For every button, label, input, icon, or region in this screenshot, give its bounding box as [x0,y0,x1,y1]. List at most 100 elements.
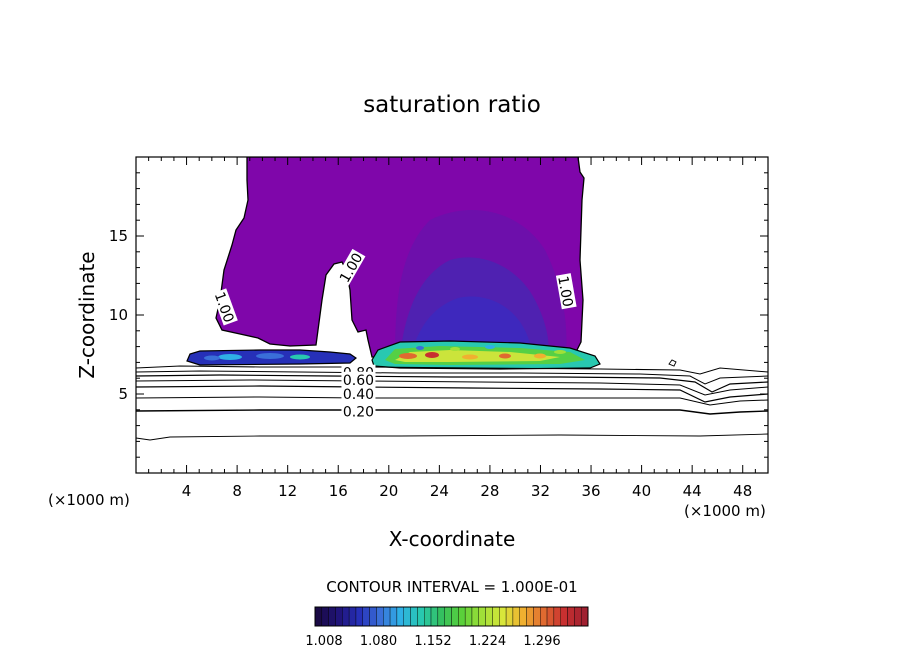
contour-label-text: 0.40 [343,387,374,403]
colorbar-cell [485,606,493,627]
colorbar-cell [478,606,486,627]
x-tick-label: 8 [232,482,242,500]
colorbar-cell [314,606,323,627]
colorbar-cell [492,606,500,627]
left-band-highlight-2 [256,353,284,359]
colorbar [314,606,589,627]
colorbar-tick-label: 1.224 [469,634,506,649]
colorbar-cell [424,606,432,627]
x-tick-label: 40 [632,482,651,500]
colorbar-cell [342,606,350,627]
colorbar-cell [362,606,370,627]
colorbar-tick-label: 1.080 [360,634,397,649]
contour-label-text: 0.60 [343,373,374,389]
colorbar-cell [403,606,411,627]
colorbar-cell [560,606,568,627]
colorbar-cell [553,606,561,627]
contour-label-text: 0.20 [343,404,374,420]
colorbar-cell [410,606,418,627]
colorbar-cell [533,606,541,627]
colorbar-cell [580,606,589,627]
colorbar-cell [464,606,473,627]
subsaturated-contours [136,359,768,441]
colorbar-cell [546,606,555,627]
contour-label-bg [555,273,577,310]
x-tick-label: 12 [278,482,297,500]
colorbar-cell [321,606,329,627]
colorbar-tick-label: 1.152 [414,634,451,649]
colorbar-cell [348,606,357,627]
contour-label: 0.40 [341,386,376,403]
x-tick-label: 48 [733,482,752,500]
colorbar-cell [505,606,514,627]
left-band-highlight-1 [218,354,242,360]
colorbar-cell [458,606,466,627]
x-tick-label: 16 [329,482,348,500]
chart-title: saturation ratio [363,92,541,118]
contour-interval: CONTOUR INTERVAL = 1.000E-01 [326,578,577,596]
contour-line [136,433,768,441]
contour-line [136,396,768,406]
contour-label: 1.00 [554,273,577,310]
contour-wiggle [668,359,677,367]
colorbar-frame [314,606,589,627]
contour-line [136,370,768,385]
contour-label-bg [341,371,376,387]
contour-label: 0.60 [341,371,376,389]
colorbar-cell [335,606,343,627]
x-unit-left: (×1000 m) [48,491,130,509]
colorbar-cell [540,606,548,627]
contour-line [136,409,768,415]
colorbar-cell [499,606,507,627]
x-tick-label: 28 [480,482,499,500]
contour-label-bg [335,248,366,286]
colorbar-cell [376,606,384,627]
y-axis-label: Z-coordinate [75,251,99,378]
x-tick-labels: 4 8 12 16 20 24 28 32 36 40 44 48 [182,482,752,500]
colorbar-cell [369,606,377,627]
y-tick-label: 5 [118,385,128,403]
right-band-hotspots [399,345,566,360]
left-band-highlight-4 [204,355,220,361]
colorbar-cell [574,606,582,627]
contour-line [136,374,768,393]
contour-line [136,379,768,396]
colorbar-cell [389,606,398,627]
colorbar-tick-labels: 1.008 1.080 1.152 1.224 1.296 [305,634,560,649]
contour-line [136,365,768,375]
colorbar-tick-label: 1.296 [523,634,560,649]
contour-label-text: 1.00 [554,275,575,308]
colorbar-cell [444,606,452,627]
y-tick-labels: 5 10 15 [109,227,128,403]
colorbar-cell [512,606,520,627]
colorbar-tick-label: 1.008 [305,634,342,649]
y-tick-label: 10 [109,306,128,324]
colorbar-cell [437,606,445,627]
y-tick-marks [136,172,768,458]
colorbar-cell [471,606,480,627]
x-tick-marks [148,157,756,473]
x-unit-right: (×1000 m) [684,502,766,520]
colorbar-cell [519,606,527,627]
x-tick-label: 44 [683,482,702,500]
colorbar-cell [567,606,575,627]
colorbar-cell [396,606,404,627]
colorbar-cell [383,606,391,627]
left-band-highlight-3 [290,354,310,360]
contour-label-bg [341,403,376,419]
x-tick-label: 36 [581,482,600,500]
contour-label-bg [212,288,238,326]
colorbar-cell [430,606,439,627]
contour-label-bg [341,386,376,401]
colorbar-cell [451,606,459,627]
x-axis-label: X-coordinate [389,527,516,551]
y-tick-label: 15 [109,227,128,245]
x-tick-label: 32 [531,482,550,500]
cloud-fill [186,157,601,370]
x-tick-label: 20 [379,482,398,500]
contour-label: 0.20 [341,403,376,420]
contour-line [136,385,768,403]
colorbar-cell [355,606,363,627]
colorbar-cell [526,606,534,627]
